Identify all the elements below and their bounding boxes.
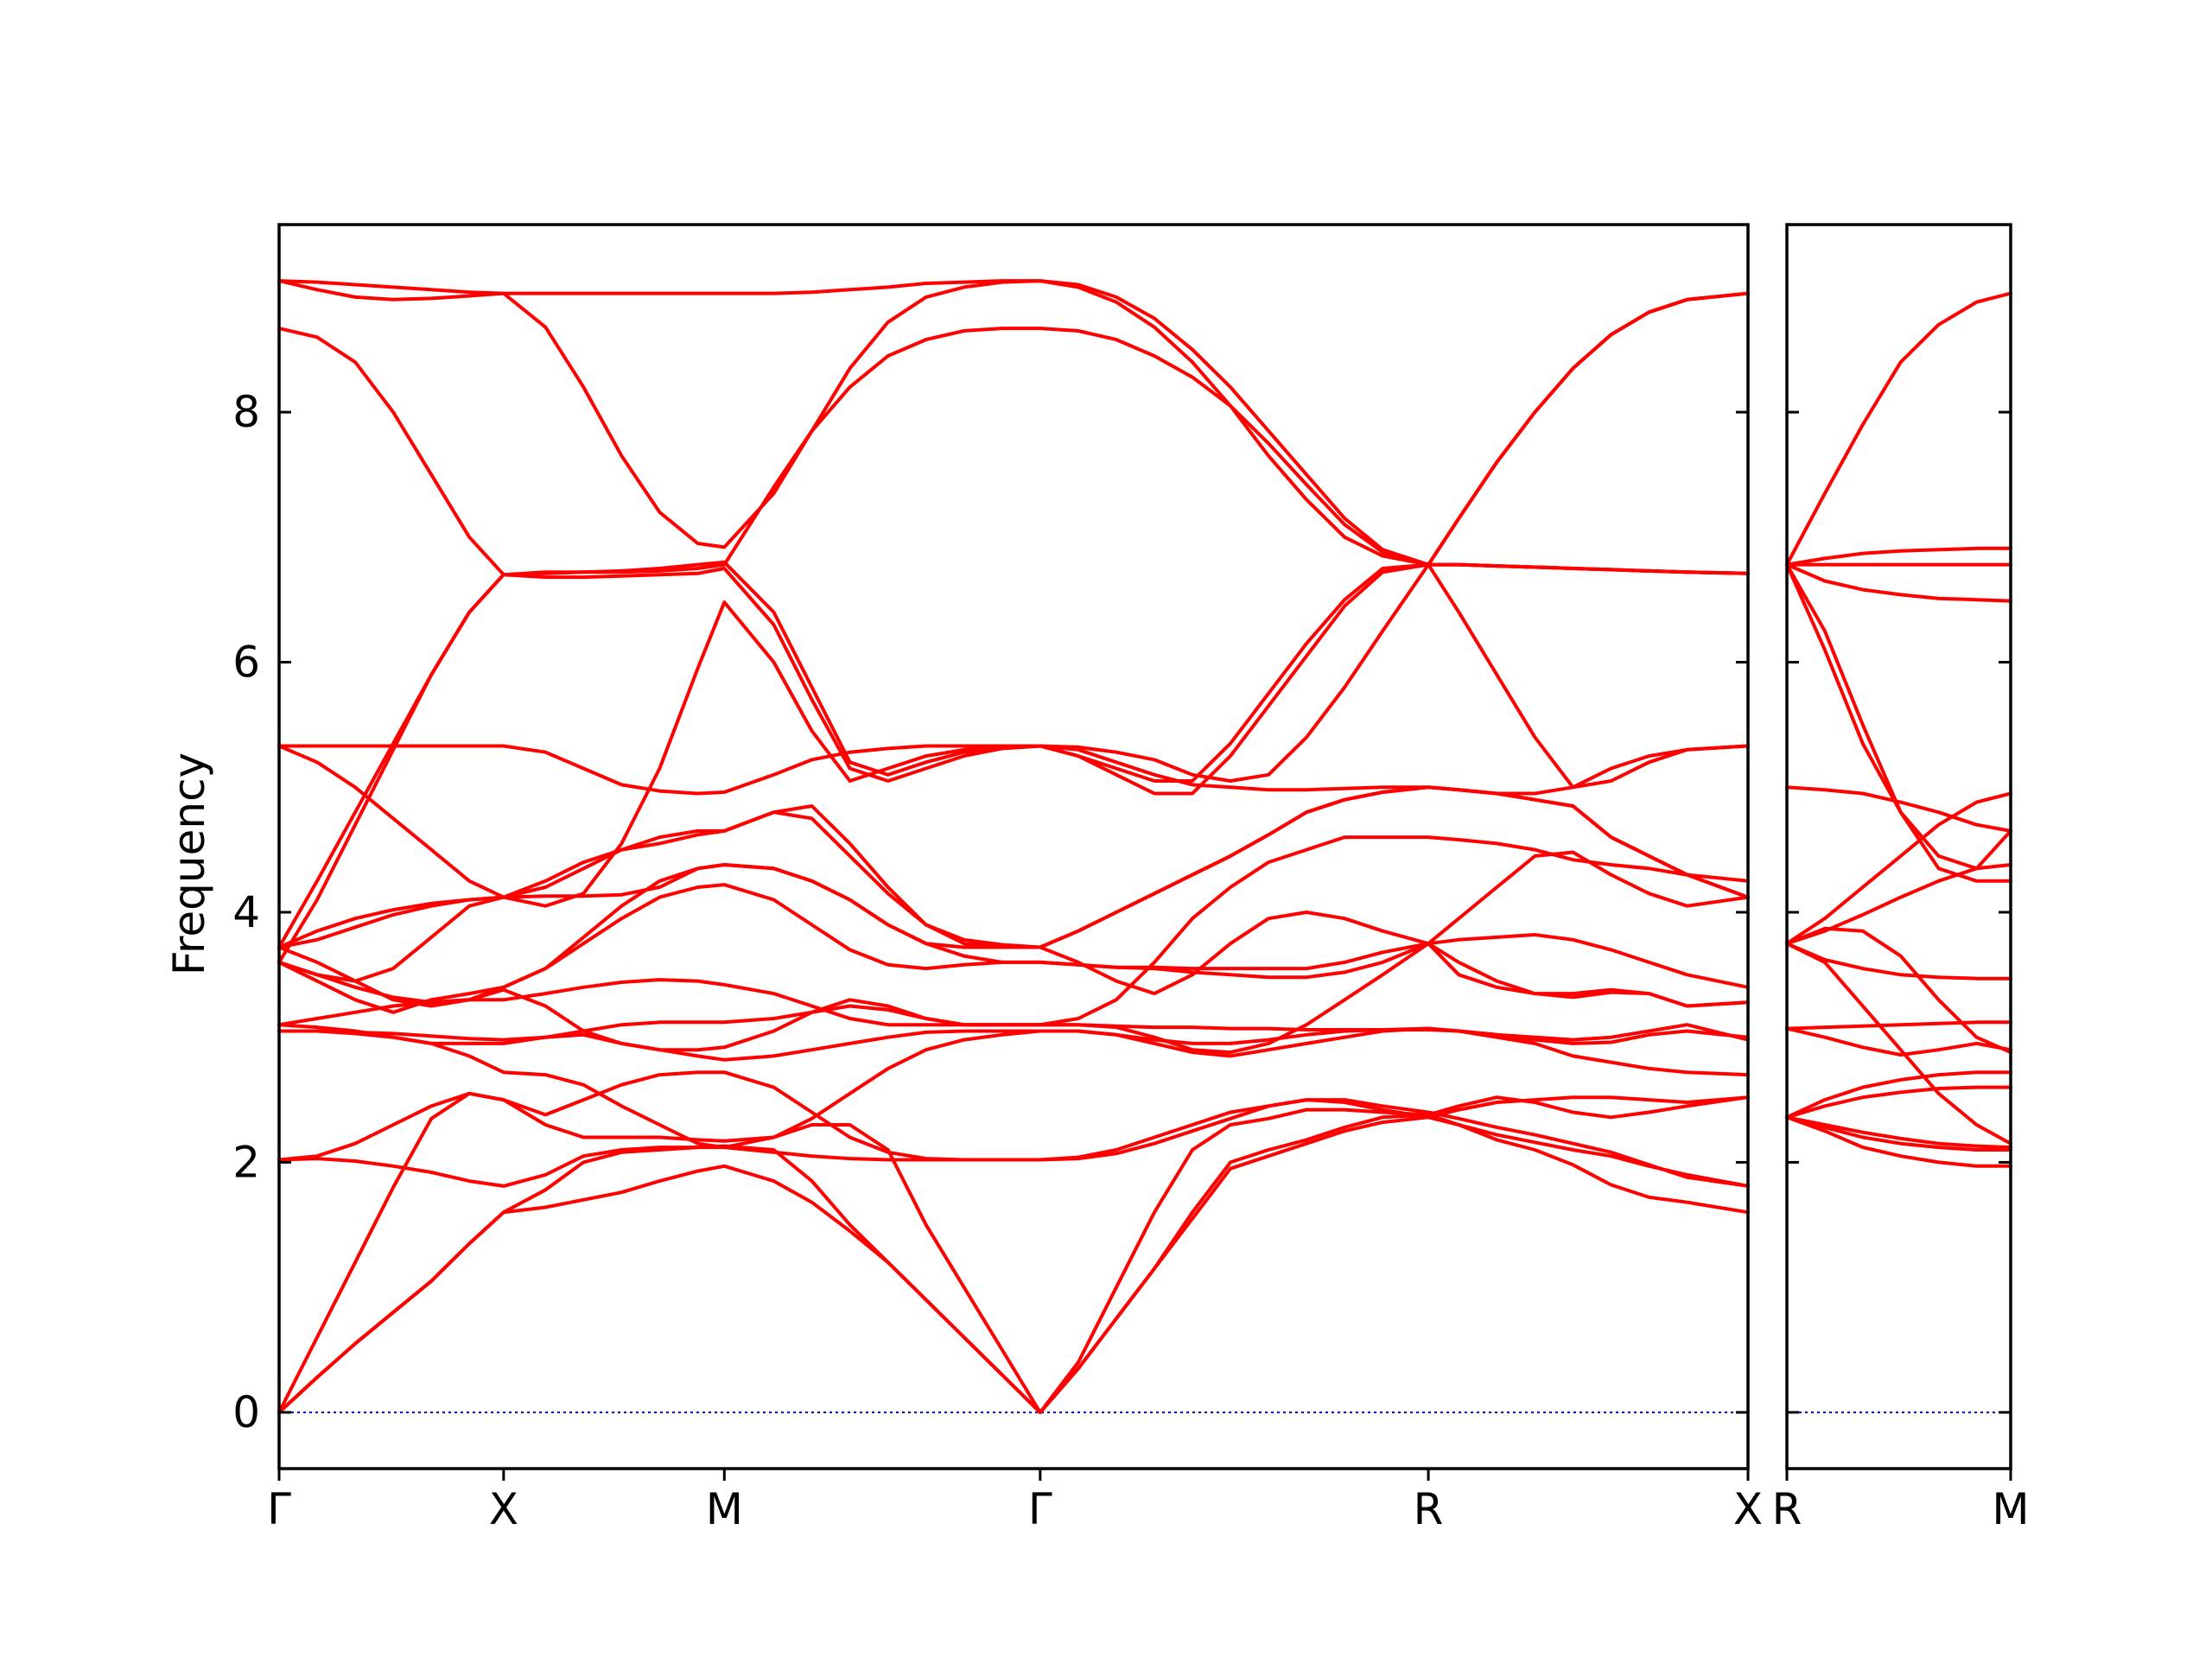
y-tick-label: 4 bbox=[232, 887, 260, 937]
band-line bbox=[1785, 942, 2012, 981]
band-line bbox=[1785, 785, 2012, 833]
band-line bbox=[277, 1026, 1750, 1150]
band-line bbox=[1785, 1020, 2012, 1031]
band-line bbox=[277, 1098, 1750, 1188]
band-line bbox=[1785, 562, 2012, 871]
band-line bbox=[277, 785, 1750, 949]
band-line bbox=[277, 1091, 1750, 1414]
y-tick-label: 0 bbox=[232, 1387, 260, 1438]
x-tick-label: Γ bbox=[267, 1484, 291, 1534]
x-tick-label: R bbox=[1772, 1484, 1802, 1534]
band-line bbox=[277, 1113, 1750, 1414]
x-tick-label: Γ bbox=[1028, 1484, 1052, 1534]
band-line bbox=[277, 562, 1750, 983]
band-line bbox=[1785, 926, 2012, 1055]
x-tick-label: X bbox=[1733, 1484, 1763, 1534]
x-tick-label: M bbox=[1992, 1484, 2029, 1534]
y-tick-label: 6 bbox=[232, 638, 260, 688]
band-line bbox=[1785, 1115, 2012, 1152]
band-line bbox=[277, 279, 1750, 575]
band-line bbox=[1785, 942, 2012, 1146]
band-line bbox=[1785, 546, 2012, 567]
band-line bbox=[1785, 1085, 2012, 1120]
y-axis-label: Frequency bbox=[164, 752, 214, 975]
y-tick-label: 8 bbox=[232, 387, 260, 437]
band-line bbox=[277, 883, 1750, 1008]
plot-frame bbox=[277, 223, 1750, 1470]
y-tick-label: 2 bbox=[232, 1137, 260, 1187]
band-line bbox=[277, 744, 1750, 796]
band-line bbox=[277, 744, 1750, 949]
x-tick-label: R bbox=[1414, 1484, 1444, 1534]
band-line bbox=[277, 835, 1750, 1052]
x-tick-label: M bbox=[706, 1484, 743, 1534]
band-line bbox=[1785, 562, 2012, 883]
plot-frame bbox=[1785, 223, 2012, 1470]
band-line bbox=[277, 850, 1750, 996]
band-line bbox=[1785, 791, 2012, 946]
x-tick-label: X bbox=[489, 1484, 518, 1534]
band-line bbox=[1785, 1115, 2012, 1168]
band-line bbox=[1785, 863, 2012, 946]
band-line bbox=[277, 562, 1750, 949]
band-line bbox=[277, 279, 1750, 567]
band-line bbox=[277, 327, 1750, 577]
band-line bbox=[1785, 1070, 2012, 1120]
band-line bbox=[1785, 1115, 2012, 1150]
band-line bbox=[1785, 291, 2012, 567]
band-line bbox=[1785, 562, 2012, 603]
band-line bbox=[1785, 1026, 2012, 1057]
